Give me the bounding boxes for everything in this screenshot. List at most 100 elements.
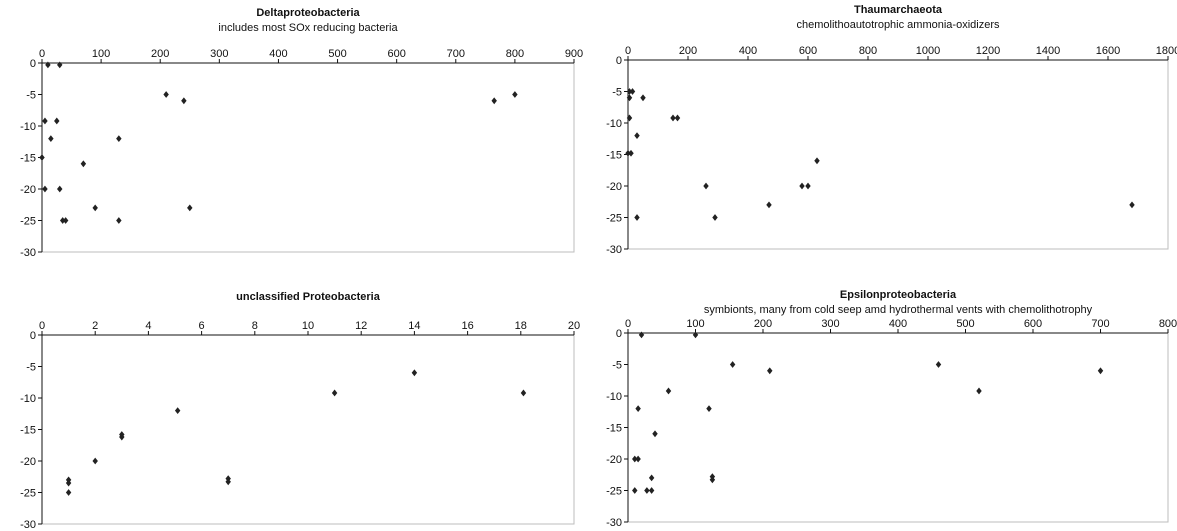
data-point xyxy=(652,430,658,438)
x-tick-label: 0 xyxy=(39,320,45,332)
y-tick-label: -10 xyxy=(20,121,36,133)
panel-subtitle: chemolithoautotrophic ammonia-oxidizers xyxy=(797,19,1000,31)
data-point xyxy=(635,455,641,463)
y-tick-label: -5 xyxy=(612,87,622,99)
data-point xyxy=(491,97,497,105)
y-tick-label: -25 xyxy=(606,213,622,225)
data-point xyxy=(629,88,636,95)
data-point xyxy=(692,331,699,339)
y-tick-label: 0 xyxy=(30,330,36,342)
data-point xyxy=(799,182,805,190)
data-point xyxy=(706,405,712,412)
y-tick-label: -20 xyxy=(20,184,36,196)
x-tick-label: 18 xyxy=(515,320,527,332)
x-tick-label: 1600 xyxy=(1096,45,1120,57)
x-tick-label: 400 xyxy=(889,318,907,330)
y-tick-label: -10 xyxy=(606,391,622,403)
data-point xyxy=(634,132,640,139)
x-tick-label: 200 xyxy=(679,45,697,57)
x-tick-label: 800 xyxy=(1159,318,1177,330)
x-tick-label: 16 xyxy=(461,320,473,332)
y-tick-label: -5 xyxy=(26,90,36,102)
y-tick-label: -5 xyxy=(26,362,36,374)
x-tick-label: 12 xyxy=(355,320,367,332)
data-point xyxy=(116,135,122,142)
y-tick-label: -15 xyxy=(20,425,36,437)
data-point xyxy=(805,182,811,190)
data-point xyxy=(767,367,773,375)
plot-area xyxy=(627,332,1169,523)
panel-title: unclassified Proteobacteria xyxy=(236,291,381,303)
data-point xyxy=(703,182,709,190)
x-tick-label: 600 xyxy=(387,48,405,60)
x-tick-label: 1000 xyxy=(916,45,940,57)
y-tick-label: -25 xyxy=(606,486,622,498)
data-point xyxy=(665,387,672,395)
data-point xyxy=(632,455,638,463)
x-tick-label: 1400 xyxy=(1036,45,1060,57)
data-point xyxy=(39,154,45,161)
data-point xyxy=(65,479,72,487)
x-tick-label: 300 xyxy=(821,318,839,330)
y-tick-label: 0 xyxy=(616,55,622,67)
y-tick-label: -15 xyxy=(20,153,36,165)
y-tick-label: -15 xyxy=(606,423,622,435)
data-point xyxy=(709,476,716,484)
plot-area xyxy=(627,59,1169,250)
data-point xyxy=(635,405,641,412)
x-tick-label: 400 xyxy=(269,48,287,60)
x-tick-label: 4 xyxy=(145,320,151,332)
plot-area xyxy=(41,334,575,525)
data-point xyxy=(92,457,98,465)
data-point xyxy=(116,217,122,224)
x-tick-label: 700 xyxy=(447,48,465,60)
data-point xyxy=(174,407,181,414)
panel-epsilonproteobacteria: Epsilonproteobacteria symbionts, many fro… xyxy=(606,289,1177,529)
data-point xyxy=(674,114,681,122)
data-point xyxy=(814,157,820,165)
y-tick-label: -30 xyxy=(20,519,36,531)
x-tick-label: 14 xyxy=(408,320,420,332)
data-point xyxy=(638,331,645,339)
data-point xyxy=(54,117,60,125)
panel-subtitle: symbionts, many from cold seep amd hydro… xyxy=(704,304,1093,316)
y-tick-label: -20 xyxy=(606,181,622,193)
panel-deltaproteobacteria: Deltaproteobacteria includes most SOx red… xyxy=(20,7,583,259)
data-point xyxy=(626,114,633,122)
data-point xyxy=(48,135,54,142)
data-point xyxy=(411,369,418,377)
data-point xyxy=(80,160,87,168)
y-tick-label: -20 xyxy=(606,454,622,466)
data-point xyxy=(670,114,676,122)
data-point xyxy=(187,204,193,212)
data-point xyxy=(92,204,98,212)
data-point xyxy=(712,214,718,221)
x-tick-label: 800 xyxy=(859,45,877,57)
data-point xyxy=(1129,201,1135,209)
data-point xyxy=(644,487,650,494)
data-point xyxy=(57,185,63,193)
x-tick-label: 0 xyxy=(39,48,45,60)
x-tick-label: 6 xyxy=(199,320,205,332)
data-point xyxy=(59,217,66,224)
data-point xyxy=(648,474,655,482)
x-tick-label: 0 xyxy=(625,318,631,330)
data-point xyxy=(119,433,125,441)
data-point xyxy=(181,97,187,105)
data-point xyxy=(57,61,63,69)
data-point xyxy=(163,91,169,98)
x-tick-label: 500 xyxy=(328,48,346,60)
x-tick-label: 800 xyxy=(506,48,524,60)
data-point xyxy=(766,201,772,209)
x-tick-label: 300 xyxy=(210,48,228,60)
data-point xyxy=(42,117,48,125)
plot-area xyxy=(41,62,575,253)
y-tick-label: -15 xyxy=(606,150,622,162)
x-tick-label: 200 xyxy=(754,318,772,330)
y-tick-label: -30 xyxy=(606,244,622,256)
x-tick-label: 200 xyxy=(151,48,169,60)
y-tick-label: -5 xyxy=(612,360,622,372)
data-point xyxy=(45,61,51,69)
